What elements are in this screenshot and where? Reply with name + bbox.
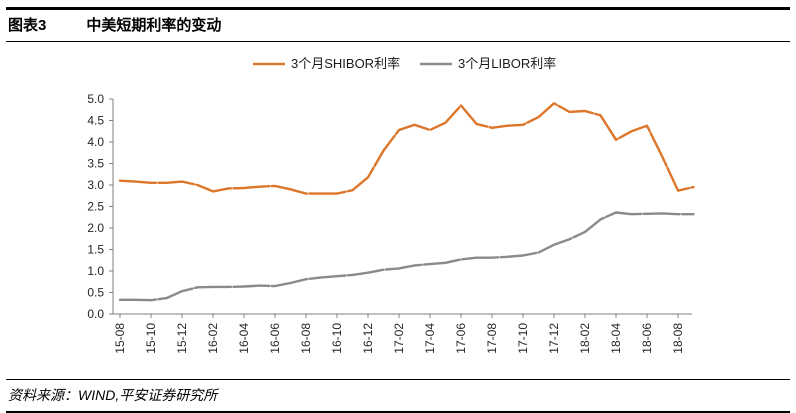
legend-label-libor: 3个月LIBOR利率	[458, 56, 556, 71]
legend-label-shibor: 3个月SHIBOR利率	[291, 56, 400, 71]
y-tick-label: 3.0	[87, 178, 104, 192]
x-tick-label: 15-12	[175, 323, 189, 354]
x-tick-label: 17-12	[547, 323, 561, 354]
y-tick-label: 1.0	[87, 264, 104, 278]
libor-line	[118, 211, 695, 302]
x-tick-label: 17-04	[423, 323, 437, 354]
x-tick-label: 16-12	[361, 323, 375, 354]
line-chart: 0.0 0.5 1.0 1.5 2.0 2.5 3.0 3.5 4.0 4.5 5.0 15-08 15…	[87, 56, 695, 354]
y-tick-label: 2.0	[87, 221, 104, 235]
y-tick-label: 0.5	[87, 286, 104, 300]
y-tick-label: 3.5	[87, 157, 104, 171]
x-tick-label: 17-08	[485, 323, 499, 354]
x-tick-label: 17-02	[392, 323, 406, 354]
x-tick-label: 16-02	[206, 323, 220, 354]
y-tick-label: 4.0	[87, 135, 104, 149]
y-tick-label: 5.0	[87, 92, 104, 106]
x-tick-label: 16-08	[299, 323, 313, 354]
x-tick-label: 18-08	[671, 323, 685, 354]
source-note: 资料来源：WIND,平安证券研究所	[0, 380, 796, 411]
report-page: 图表3 中美短期利率的变动 0.0 0.5 1.0 1.5 2.0 2.5 3.0 3.5 4.…	[0, 7, 796, 413]
chart-title: 中美短期利率的变动	[86, 17, 222, 34]
x-tick-label: 17-06	[454, 323, 468, 354]
x-tick-label: 18-06	[640, 323, 654, 354]
shibor-line	[118, 102, 695, 195]
y-tick-label: 4.5	[87, 114, 104, 128]
footer-divider	[6, 379, 790, 380]
x-tick-label: 16-10	[330, 323, 344, 354]
x-tick-label: 17-10	[516, 323, 530, 354]
x-tick-label: 16-06	[268, 323, 282, 354]
source-text: 资料来源：WIND,平安证券研究所	[8, 387, 218, 403]
top-rule	[6, 7, 790, 10]
chart-header: 图表3 中美短期利率的变动	[0, 10, 796, 41]
chart-number-label: 图表3	[8, 17, 47, 34]
x-tick-label: 18-02	[578, 323, 592, 354]
x-tick-label: 16-04	[237, 323, 251, 354]
header-divider	[6, 41, 790, 42]
y-tick-label: 2.5	[87, 200, 104, 214]
x-tick-label: 15-08	[113, 323, 127, 354]
y-tick-label: 0.0	[87, 307, 104, 321]
y-tick-label: 1.5	[87, 243, 104, 257]
x-tick-label: 15-10	[144, 323, 158, 354]
chart-area: 0.0 0.5 1.0 1.5 2.0 2.5 3.0 3.5 4.0 4.5 5.0 15-08 15…	[0, 42, 796, 379]
x-tick-label: 18-04	[609, 323, 623, 354]
